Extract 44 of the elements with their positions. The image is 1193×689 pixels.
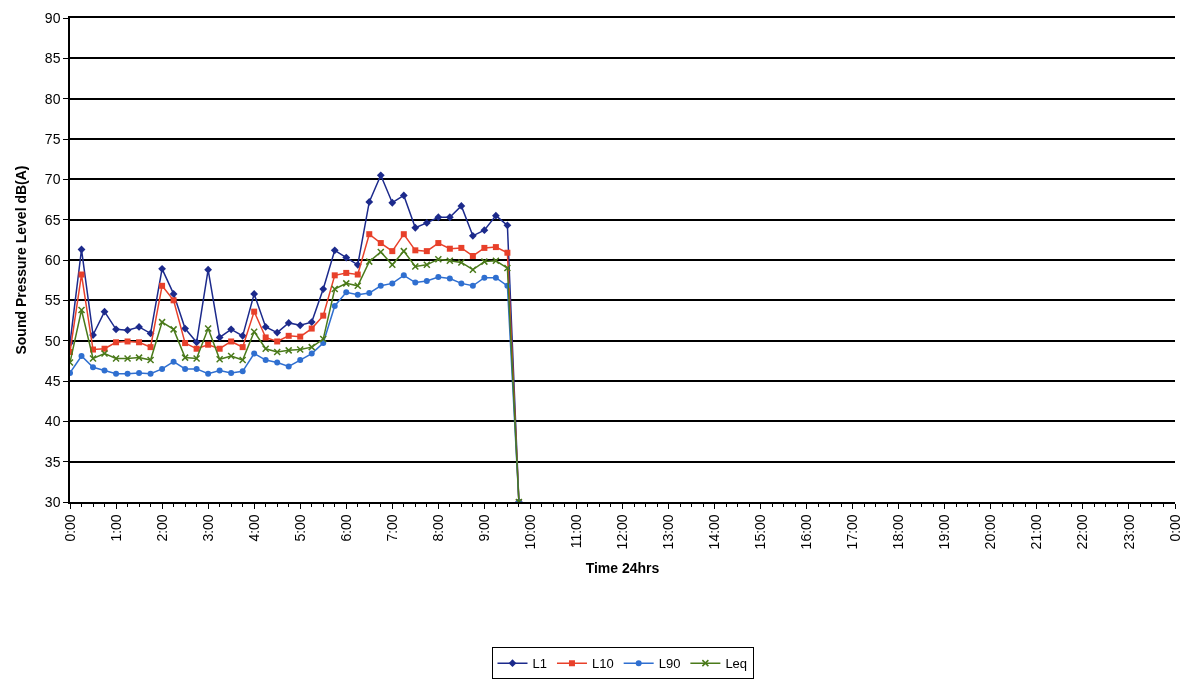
x-tick-label: 10:00: [521, 514, 538, 550]
x-tick-label: 22:00: [1074, 514, 1091, 550]
legend-label: L1: [532, 656, 547, 672]
x-tick-label: 12:00: [614, 514, 631, 550]
y-tick-label: 50: [44, 332, 61, 349]
y-tick-label: 55: [44, 292, 61, 309]
x-tick-label: 16:00: [798, 514, 815, 550]
x-tick-label: 13:00: [660, 514, 677, 550]
x-tick-label: 14:00: [706, 514, 723, 550]
y-tick-label: 40: [44, 413, 61, 430]
x-tick-label: 21:00: [1028, 514, 1045, 550]
y-tick-label: 35: [44, 453, 61, 470]
y-axis-title: Sound Pressure Level dB(A): [12, 165, 29, 355]
x-tick-label: 4:00: [245, 514, 262, 542]
x-tick-label: 7:00: [383, 514, 400, 542]
y-tick-label: 70: [44, 171, 61, 188]
y-tick-label: 85: [44, 50, 61, 67]
x-tick-label: 1:00: [107, 514, 124, 542]
legend-label: L90: [658, 656, 681, 672]
x-tick-label: 15:00: [752, 514, 769, 550]
x-tick-label: 8:00: [429, 514, 446, 542]
x-tick-label: 5:00: [291, 514, 308, 542]
x-tick-label: 18:00: [890, 514, 907, 550]
x-tick-label: 17:00: [844, 514, 861, 550]
x-tick-label: 11:00: [568, 514, 585, 549]
x-tick-label: 23:00: [1120, 514, 1137, 550]
x-axis-title: Time 24hrs: [585, 560, 660, 577]
y-tick-label: 90: [44, 9, 61, 26]
y-tick-label: 60: [44, 251, 61, 268]
y-tick-label: 65: [44, 211, 61, 228]
legend-label: L10: [591, 656, 614, 672]
x-tick-label: 6:00: [337, 514, 354, 542]
x-tick-label: 19:00: [936, 514, 953, 550]
x-tick-label: 2:00: [153, 514, 170, 542]
x-tick-label: 0:00: [61, 514, 78, 542]
y-tick-label: 30: [44, 493, 61, 510]
y-tick-label: 45: [44, 372, 61, 389]
x-tick-label: 20:00: [982, 514, 999, 550]
y-tick-label: 75: [44, 130, 61, 147]
x-tick-label: 0:00: [1166, 514, 1183, 542]
x-tick-label: 3:00: [199, 514, 216, 542]
y-tick-label: 80: [44, 90, 61, 107]
legend-label: Leq: [725, 656, 748, 672]
x-tick-label: 9:00: [475, 514, 492, 542]
